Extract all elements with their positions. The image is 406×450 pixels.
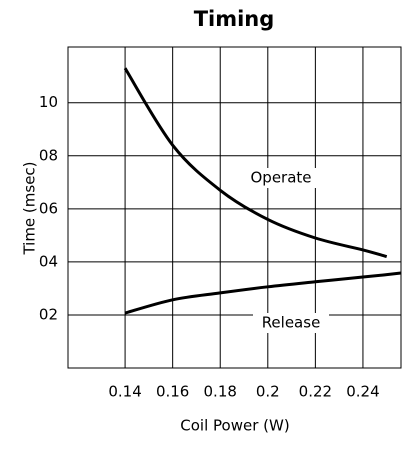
x-tick-label: 0.2 bbox=[256, 383, 280, 401]
series-label-bg bbox=[243, 168, 319, 188]
y-axis-label: Time (msec) bbox=[21, 161, 39, 255]
y-tick-label: 06 bbox=[39, 199, 58, 217]
series-line bbox=[124, 271, 402, 315]
series-label-bg bbox=[253, 313, 329, 333]
x-tick-label: 0.24 bbox=[346, 383, 379, 401]
chart-title: Timing bbox=[194, 7, 275, 31]
y-tick-label: 10 bbox=[39, 93, 58, 111]
x-tick-label: 0.18 bbox=[204, 383, 237, 401]
y-tick-label: 04 bbox=[39, 252, 58, 270]
plot-frame bbox=[67, 46, 402, 369]
series-line bbox=[123, 67, 388, 259]
series-label: Operate bbox=[250, 169, 311, 187]
y-tick-label: 02 bbox=[39, 305, 58, 323]
series-label: Release bbox=[262, 314, 321, 332]
x-tick-label: 0.22 bbox=[299, 383, 332, 401]
y-tick-label: 08 bbox=[39, 146, 58, 164]
x-tick-label: 0.16 bbox=[156, 383, 189, 401]
x-axis-label: Coil Power (W) bbox=[180, 417, 289, 435]
x-tick-label: 0.14 bbox=[108, 383, 141, 401]
